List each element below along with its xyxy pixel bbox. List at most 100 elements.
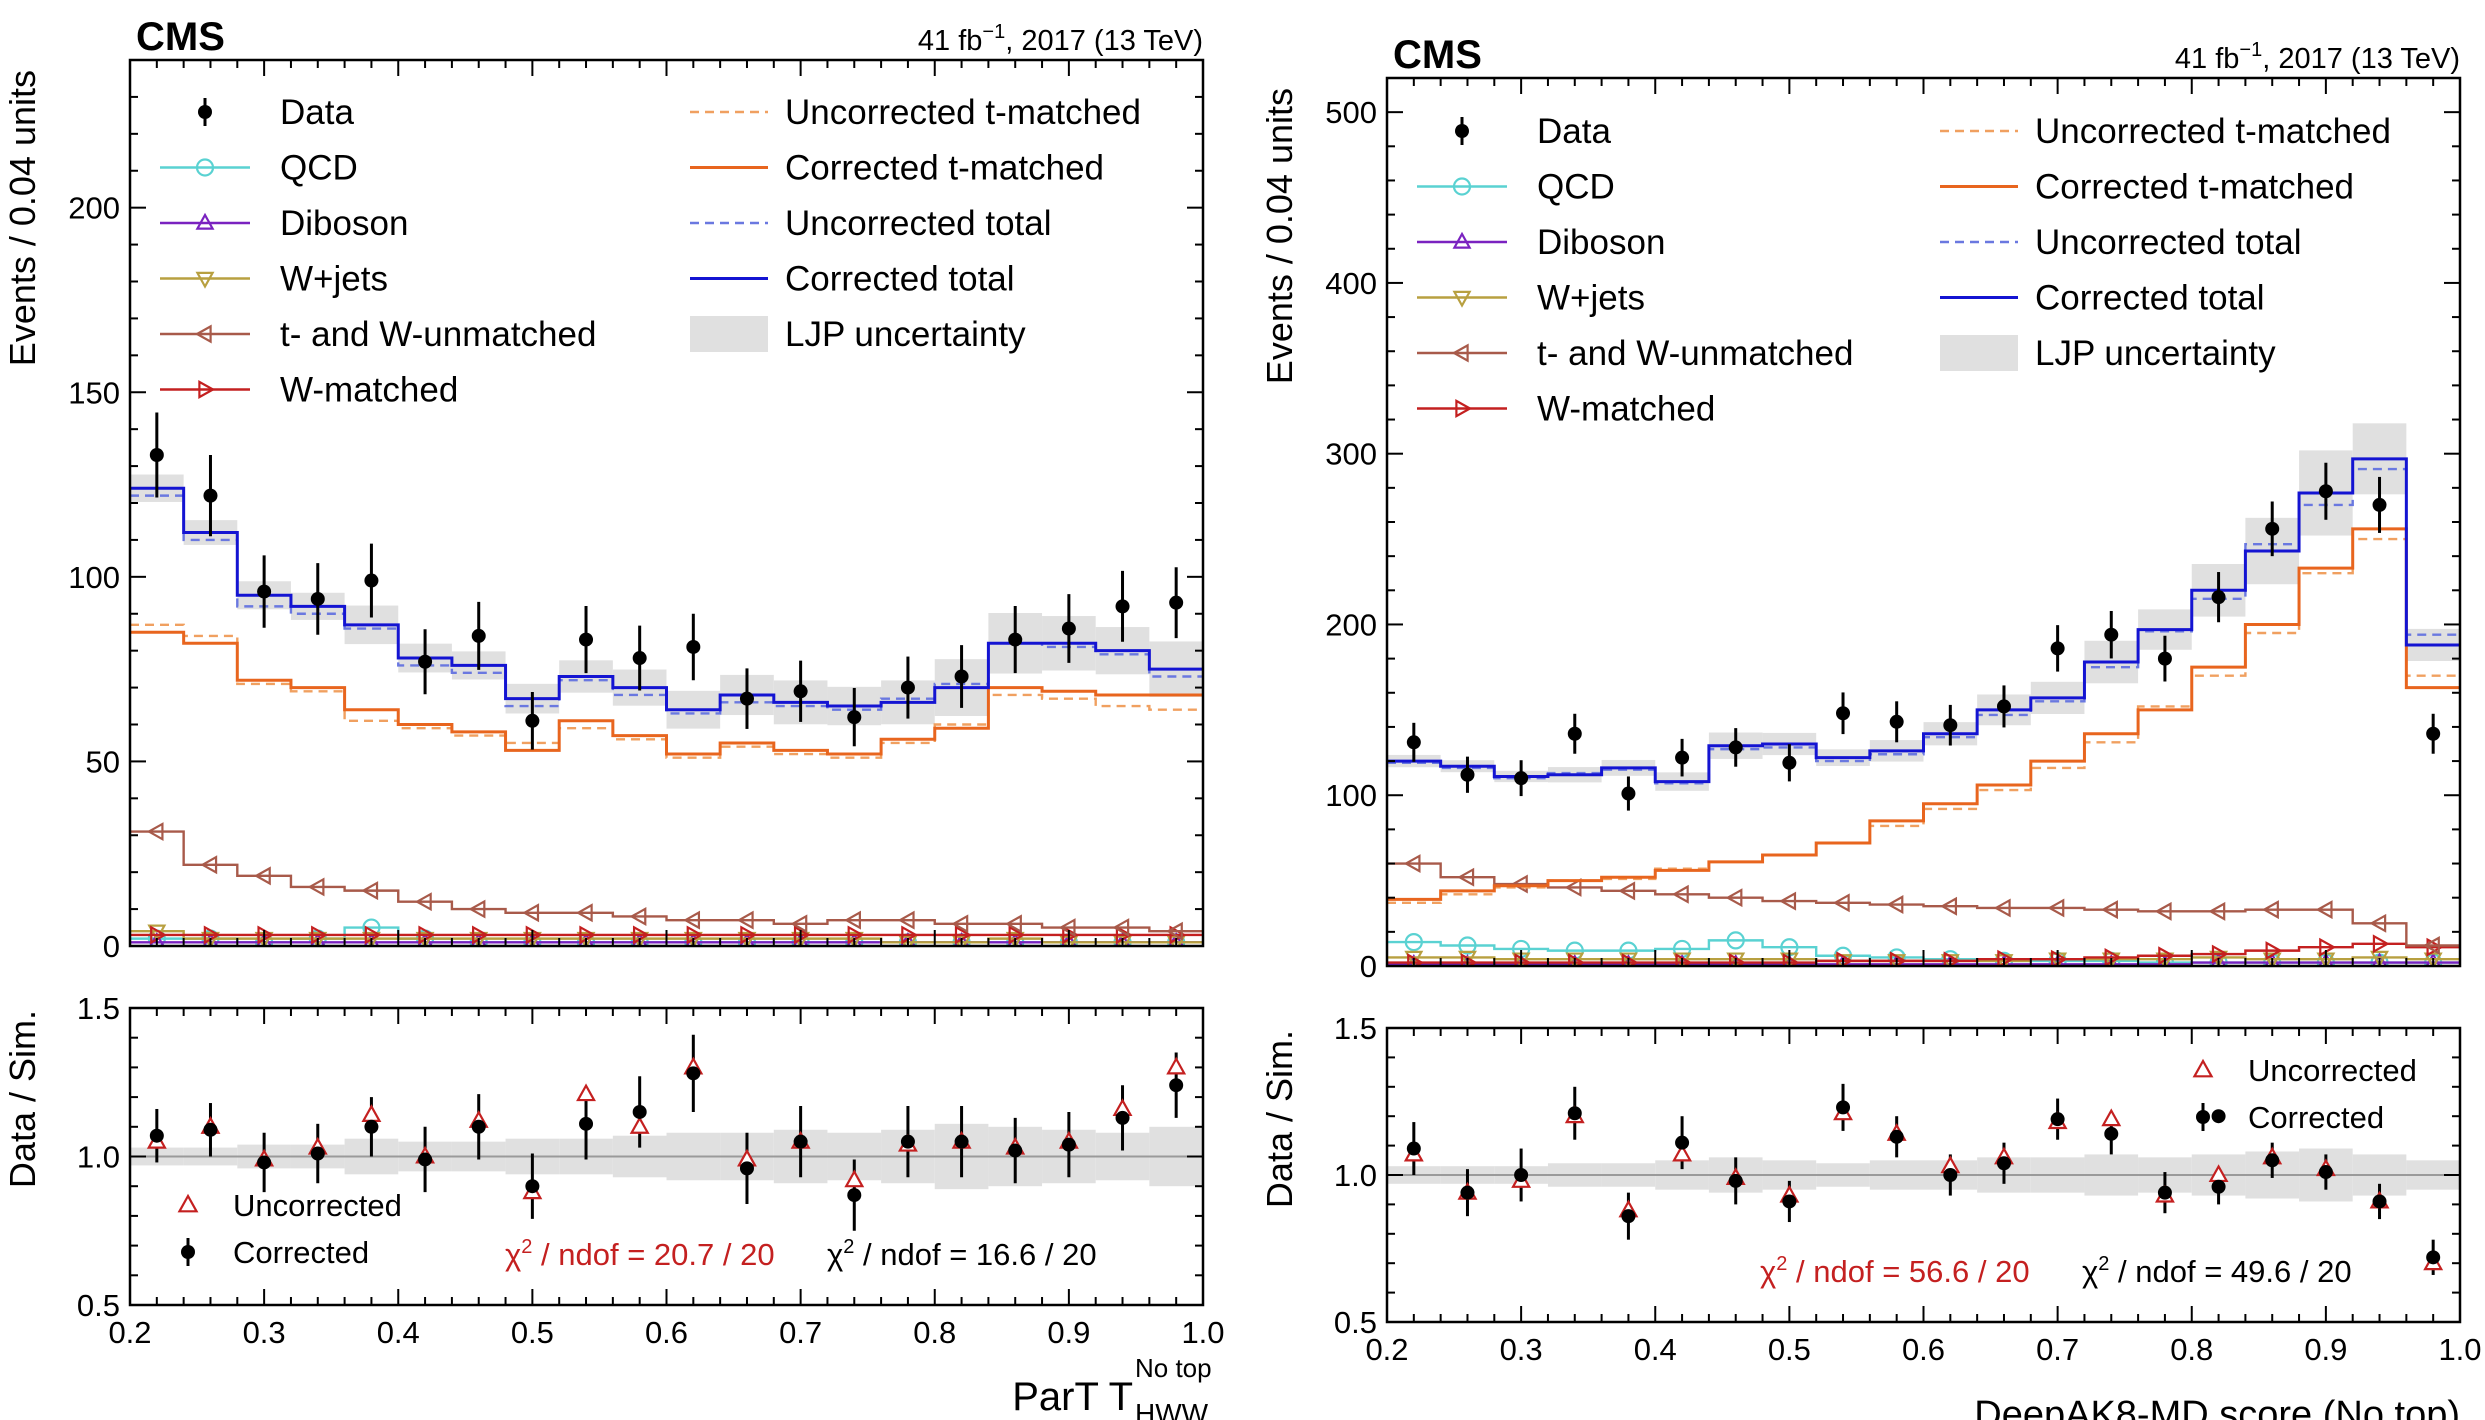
series-wjets-marker <box>1404 950 1424 966</box>
ratio-corrected-point <box>686 1066 701 1081</box>
ratio-uncorrected-marker <box>1166 1056 1187 1075</box>
data-point <box>1406 735 1421 750</box>
series-w_m-marker <box>1729 953 1746 966</box>
series-tw_unm-marker <box>1403 854 1421 874</box>
series-tw_unm-marker <box>1058 918 1076 938</box>
series-tw_unm-marker <box>468 899 486 919</box>
x-tick-label: 0.7 <box>779 1315 822 1350</box>
ratio-corrected-point <box>1728 1173 1743 1188</box>
series-tw_unm-marker <box>897 910 915 930</box>
chi2-label: / ndof = <box>854 1237 976 1272</box>
legend-label: W+jets <box>1537 279 1645 318</box>
series-tw_unm-marker <box>2422 936 2440 955</box>
ratio-uncorrected-marker <box>844 1169 865 1188</box>
data-point <box>310 591 325 606</box>
ratio-corrected-point <box>1675 1135 1690 1150</box>
chi2-uncorrected-value: 20.7 / 20 <box>654 1237 775 1272</box>
lumi-label: 41 fb−1, 2017 (13 TeV) <box>2175 39 2460 75</box>
series-wjets-marker <box>898 935 918 946</box>
series-tw_unm-marker <box>2369 913 2387 933</box>
y-axis-label: Events / 0.04 units <box>1259 88 1300 384</box>
ratio-corrected-point <box>900 1134 915 1149</box>
series-tw_unm-line <box>130 830 1203 933</box>
data-point <box>1169 595 1184 610</box>
legend-label: LJP uncertainty <box>2035 334 2276 373</box>
series-tw_unm-marker <box>951 914 969 934</box>
data-point <box>1728 740 1743 755</box>
chi2-symbol: χ <box>505 1237 521 1272</box>
data-point <box>1115 599 1130 614</box>
legend-marker-left <box>1451 343 1469 363</box>
series-tw_unm-marker <box>844 910 861 930</box>
series-tw_unm-marker <box>736 910 754 930</box>
series-tw_unm-marker <box>1671 884 1689 904</box>
x-tick-label: 0.6 <box>645 1315 688 1350</box>
experiment-label: CMS <box>1393 33 1482 77</box>
ratio-corrected-point <box>1782 1194 1797 1209</box>
data-point <box>2372 497 2387 512</box>
x-axis-label: ParT T <box>1012 1375 1133 1419</box>
ratio-y-tick-label: 0.5 <box>1334 1305 1377 1340</box>
ratio-corrected-point <box>1460 1185 1475 1200</box>
ratio-corrected-point <box>257 1155 272 1170</box>
data-point <box>418 654 433 669</box>
ticks <box>1386 77 2461 1323</box>
series-w_m-marker <box>632 925 650 945</box>
series-tw_unm-marker <box>2154 901 2172 921</box>
ratio-legend-label: Uncorrected <box>2248 1053 2417 1088</box>
ratio-legend: Uncorrected Corrected <box>177 1188 402 1270</box>
series-wjets-marker <box>630 931 650 946</box>
x-tick-label: 0.7 <box>2036 1332 2079 1367</box>
ratio-legend-marker <box>177 1193 199 1213</box>
series-wjets-marker <box>737 931 757 946</box>
series-dib-marker <box>2050 954 2065 966</box>
series-cor_t-line <box>130 630 1203 756</box>
series-w_m-marker <box>2050 949 2068 966</box>
series-tw_unm-marker <box>2315 900 2333 920</box>
ratio-legend-marker <box>181 1245 195 1259</box>
y-tick-label: 100 <box>68 560 120 595</box>
series-w_m-marker <box>257 925 275 945</box>
data-point <box>1996 699 2011 714</box>
legend-label: Diboson <box>280 204 408 243</box>
ratio-corrected-point <box>1889 1129 1904 1144</box>
legend-label: Diboson <box>1537 223 1665 262</box>
data-point <box>1675 750 1690 765</box>
y-tick-label: 150 <box>68 375 120 410</box>
series-w_m-marker <box>1062 925 1080 945</box>
ratio-corrected-point <box>1061 1137 1076 1152</box>
data-point <box>579 632 594 647</box>
x-tick-label: 0.4 <box>1634 1332 1677 1367</box>
series-w_m-marker <box>1782 953 1800 966</box>
series-wjets-marker <box>361 931 381 946</box>
chi2-uncorrected-text: χ2 / ndof = 20.7 / 20 <box>505 1236 775 1272</box>
data-point <box>686 639 701 654</box>
ratio-corrected-point <box>739 1161 754 1176</box>
data-point <box>2050 641 2065 656</box>
chi2-label: / ndof = <box>2109 1254 2231 1289</box>
legend-label: Uncorrected total <box>785 204 1052 243</box>
legend-marker-circle <box>195 158 215 177</box>
ratio-plot-area <box>1387 1083 2460 1275</box>
series-wjets-marker <box>844 931 864 946</box>
chi2-exp: 2 <box>843 1236 854 1258</box>
series-w_m-marker <box>740 925 758 945</box>
ratio-corrected-point <box>1115 1110 1130 1125</box>
x-tick-label: 0.2 <box>108 1315 151 1350</box>
series-wjets-marker <box>952 935 972 946</box>
series-dib-marker <box>2371 952 2388 966</box>
ratio-uncorrected-marker <box>629 1116 650 1134</box>
ratio-corrected-point <box>2372 1194 2387 1209</box>
ratio-y-axis-label: Data / Sim. <box>1259 1030 1300 1208</box>
series-tw_unm-marker <box>1993 898 2011 918</box>
chi2-exp: 2 <box>1776 1253 1787 1275</box>
legend-label: Corrected total <box>785 260 1015 299</box>
main-plot-area <box>130 412 1203 946</box>
chi2-corrected-text: χ2 / ndof = 16.6 / 20 <box>827 1236 1097 1272</box>
series-w_m-marker <box>311 925 329 945</box>
legend-label: Uncorrected t-matched <box>785 93 1141 132</box>
series-tw_unm-marker <box>790 914 808 934</box>
chi2-symbol: χ <box>827 1237 843 1272</box>
series-w_m-marker <box>1514 953 1532 966</box>
